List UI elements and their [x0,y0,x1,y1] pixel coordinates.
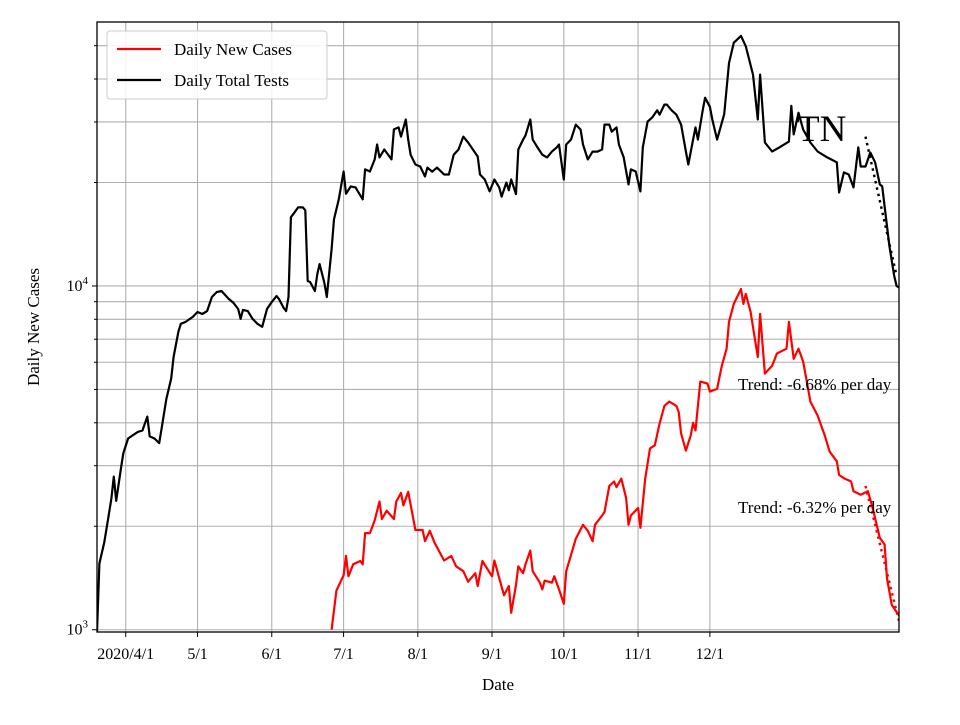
x-tick-label: 5/1 [187,646,207,663]
plot-area [97,34,899,632]
y-tick-label: 103 [67,619,89,639]
y-tick-exponent: 3 [83,619,89,631]
x-tick-label: 7/1 [333,646,353,663]
x-tick-label: 11/1 [624,646,652,663]
axes-frame [96,21,900,633]
daily-total-tests-trend-line [864,136,898,277]
x-axis: 2020/4/1 5/1 6/1 7/1 8/1 9/1 10/1 11/1 12/1 [97,632,724,663]
grid [97,22,899,632]
daily-total-tests-line [97,34,899,632]
x-tick-label: 8/1 [408,646,428,663]
x-tick-label: 12/1 [696,646,724,663]
x-tick-label: 2020/4/1 [97,646,154,663]
annotation-tn: TN [797,109,846,150]
legend-label-cases: Daily New Cases [174,40,292,59]
y-tick-base: 10 [67,278,83,295]
x-tick-label: 6/1 [262,646,282,663]
y-tick-label: 104 [67,275,89,295]
legend: Daily New Cases Daily Total Tests [106,30,328,100]
x-tick-label: 9/1 [482,646,502,663]
trend-label-tests: Trend: -6.32% per day [738,498,892,517]
daily-new-cases-line [330,287,899,630]
x-tick-label: 10/1 [550,646,578,663]
y-tick-base: 10 [67,622,83,639]
trend-label-cases: Trend: -6.68% per day [738,375,892,394]
legend-box [106,30,328,100]
legend-label-tests: Daily Total Tests [174,71,289,90]
x-axis-label: Date [482,675,514,694]
y-tick-exponent: 4 [83,275,89,287]
y-axis-label: Daily New Cases [24,268,43,386]
